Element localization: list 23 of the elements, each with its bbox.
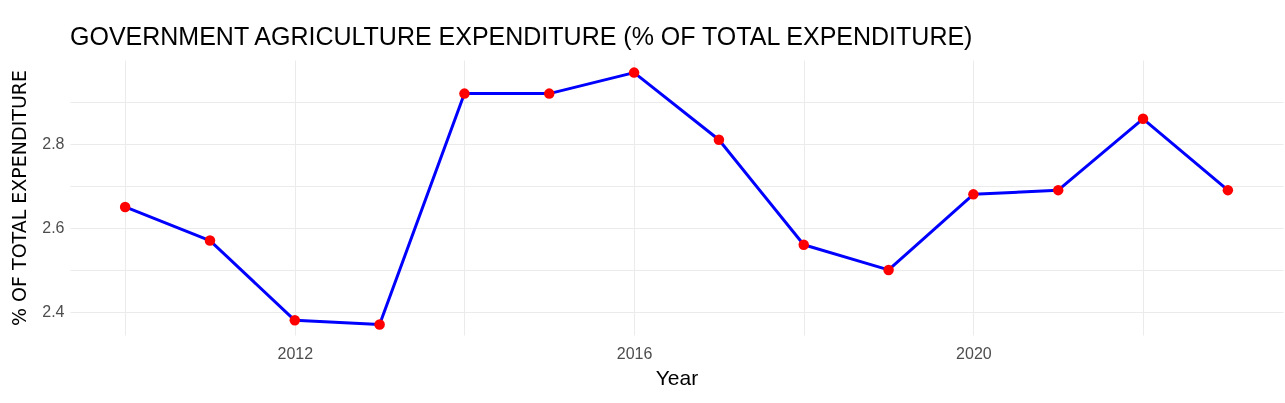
point xyxy=(544,88,555,99)
y-axis-title: % OF TOTAL EXPENDITURE xyxy=(8,70,31,326)
y-tick-label: 2.4 xyxy=(42,303,65,321)
y-tick-label: 2.6 xyxy=(42,219,65,237)
point xyxy=(798,239,809,250)
x-tick-label: 2020 xyxy=(956,344,992,362)
x-tick-label: 2016 xyxy=(616,344,653,362)
point xyxy=(374,319,385,330)
point xyxy=(628,67,640,78)
point xyxy=(1222,184,1234,196)
point xyxy=(119,201,131,213)
point xyxy=(883,264,894,276)
point xyxy=(1052,184,1064,196)
point xyxy=(713,134,725,145)
point xyxy=(459,88,470,99)
point xyxy=(1137,113,1149,125)
x-axis-title: Year xyxy=(655,365,699,389)
point xyxy=(204,235,216,246)
y-tick-label: 2.8 xyxy=(42,135,65,153)
chart-title: GOVERNMENT AGRICULTURE EXPENDITURE (% OF TOTAL EXPENDITURE) xyxy=(70,22,973,50)
x-tick-label: 2012 xyxy=(277,344,314,362)
point xyxy=(289,315,301,326)
point xyxy=(968,189,979,200)
